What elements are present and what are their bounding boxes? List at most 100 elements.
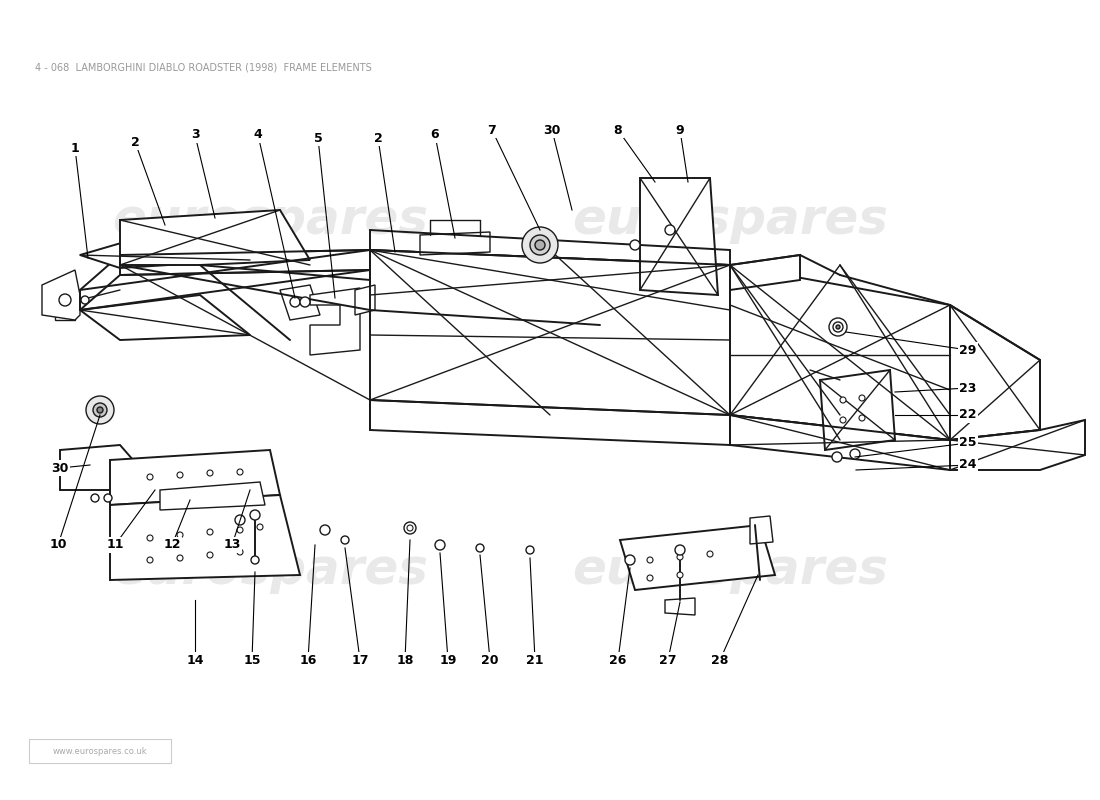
Polygon shape [370, 250, 730, 310]
Circle shape [91, 494, 99, 502]
Circle shape [840, 417, 846, 423]
Text: 20: 20 [482, 654, 498, 666]
Text: 17: 17 [351, 654, 369, 666]
Text: 16: 16 [299, 654, 317, 666]
Text: 24: 24 [959, 458, 977, 471]
Circle shape [94, 403, 107, 417]
Text: 23: 23 [959, 382, 977, 394]
Polygon shape [42, 270, 80, 320]
Circle shape [526, 546, 534, 554]
Circle shape [207, 552, 213, 558]
Text: 7: 7 [487, 123, 496, 137]
Circle shape [675, 545, 685, 555]
Circle shape [59, 294, 72, 306]
Circle shape [666, 225, 675, 235]
Circle shape [707, 551, 713, 557]
Circle shape [147, 474, 153, 480]
Polygon shape [310, 288, 360, 355]
Circle shape [300, 297, 310, 307]
Text: 6: 6 [431, 129, 439, 142]
Text: eurospares: eurospares [112, 196, 428, 244]
Polygon shape [160, 482, 265, 510]
Polygon shape [120, 210, 310, 265]
Circle shape [236, 549, 243, 555]
Text: 15: 15 [243, 654, 261, 666]
Text: www.eurospares.co.uk: www.eurospares.co.uk [53, 746, 147, 755]
Circle shape [434, 540, 446, 550]
Text: 11: 11 [107, 538, 123, 551]
Text: 2: 2 [131, 135, 140, 149]
Circle shape [836, 325, 840, 329]
Text: 19: 19 [439, 654, 456, 666]
Circle shape [177, 555, 183, 561]
Text: 2: 2 [374, 131, 383, 145]
Circle shape [207, 470, 213, 476]
Circle shape [833, 322, 843, 332]
Text: 14: 14 [186, 654, 204, 666]
Polygon shape [370, 250, 730, 415]
Polygon shape [950, 420, 1085, 470]
Circle shape [320, 525, 330, 535]
Text: 22: 22 [959, 409, 977, 422]
Polygon shape [80, 220, 250, 268]
Text: 12: 12 [163, 538, 180, 551]
Polygon shape [666, 598, 695, 615]
Circle shape [235, 515, 245, 525]
Text: 13: 13 [223, 538, 241, 551]
Circle shape [840, 397, 846, 403]
Circle shape [290, 297, 300, 307]
Text: 4: 4 [254, 129, 263, 142]
Circle shape [404, 522, 416, 534]
Polygon shape [620, 525, 776, 590]
Circle shape [104, 494, 112, 502]
Circle shape [535, 240, 544, 250]
Text: 3: 3 [190, 129, 199, 142]
Circle shape [829, 318, 847, 336]
Circle shape [476, 544, 484, 552]
FancyBboxPatch shape [29, 739, 170, 763]
Circle shape [676, 554, 683, 560]
Text: 29: 29 [959, 343, 977, 357]
Circle shape [236, 469, 243, 475]
Text: 30: 30 [52, 462, 68, 474]
Text: 8: 8 [614, 123, 623, 137]
Circle shape [177, 472, 183, 478]
Circle shape [86, 396, 114, 424]
Polygon shape [80, 250, 370, 310]
Text: 27: 27 [659, 654, 676, 666]
Circle shape [207, 529, 213, 535]
Circle shape [630, 240, 640, 250]
Text: 1: 1 [70, 142, 79, 154]
Polygon shape [110, 495, 300, 580]
Text: 28: 28 [712, 654, 728, 666]
Polygon shape [640, 178, 718, 295]
Polygon shape [355, 285, 375, 315]
Text: 5: 5 [314, 131, 322, 145]
Polygon shape [420, 232, 490, 255]
Text: eurospares: eurospares [112, 546, 428, 594]
Circle shape [522, 227, 558, 263]
Text: 18: 18 [396, 654, 414, 666]
Circle shape [257, 524, 263, 530]
Circle shape [530, 235, 550, 255]
Polygon shape [80, 295, 250, 340]
Polygon shape [280, 285, 320, 320]
Text: eurospares: eurospares [572, 196, 888, 244]
Text: 21: 21 [526, 654, 543, 666]
Text: 25: 25 [959, 437, 977, 450]
Polygon shape [730, 255, 800, 290]
Circle shape [341, 536, 349, 544]
Text: 26: 26 [609, 654, 627, 666]
Polygon shape [60, 445, 155, 510]
Text: 10: 10 [50, 538, 67, 551]
Circle shape [177, 532, 183, 538]
Polygon shape [750, 516, 773, 544]
Circle shape [859, 415, 865, 421]
Circle shape [250, 510, 260, 520]
Circle shape [147, 535, 153, 541]
Circle shape [625, 555, 635, 565]
Circle shape [407, 525, 412, 531]
Circle shape [647, 575, 653, 581]
Text: eurospares: eurospares [572, 546, 888, 594]
Circle shape [97, 407, 103, 413]
